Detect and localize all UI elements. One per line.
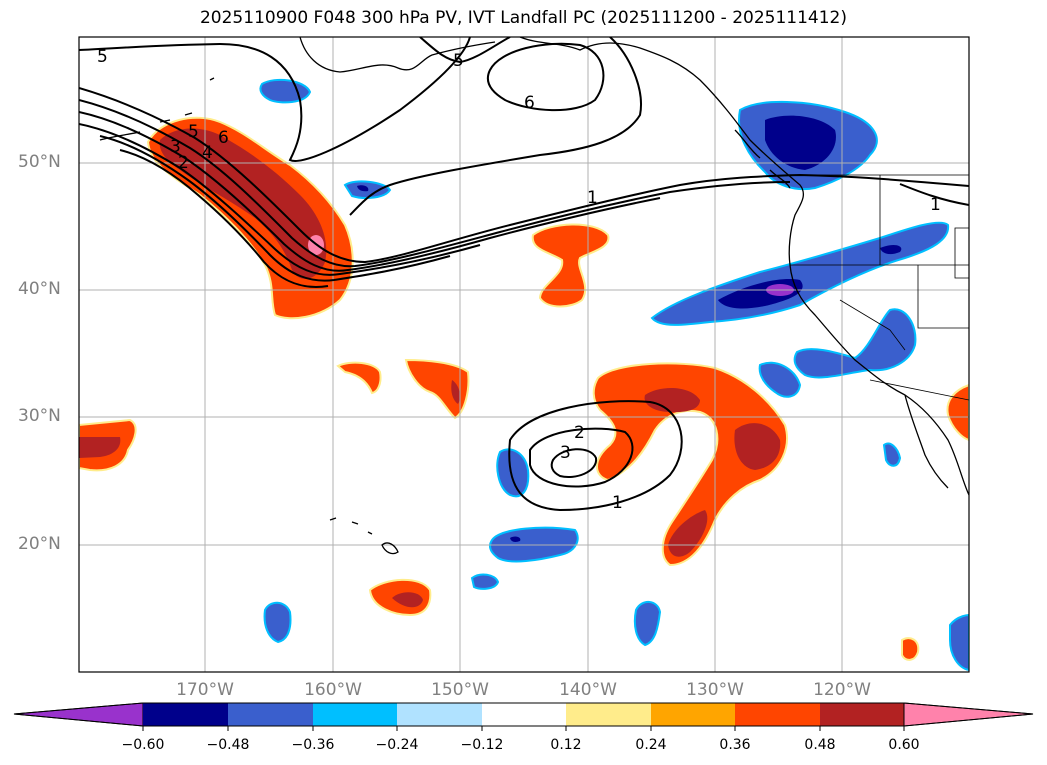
colorbar-segment <box>482 703 566 726</box>
lon-label-140w: 140°W <box>559 680 617 700</box>
colorbar-tick-label: 0.12 <box>550 737 582 753</box>
colorbar <box>13 702 1034 731</box>
colorbar-segment <box>143 703 228 726</box>
contour-5-north <box>349 37 642 216</box>
contour-4-arc <box>79 123 481 276</box>
map-panel: 5 5 6 1 1 3 2 5 4 6 2 3 1 <box>79 37 969 672</box>
south-tail-anomaly <box>633 601 662 647</box>
hawaii-east-core <box>510 536 521 542</box>
lat-label-30n: 30°N <box>18 406 61 426</box>
lat-label-50n: 50°N <box>18 152 61 172</box>
lon-label-130w: 130°W <box>686 680 744 700</box>
ca-small-anomaly <box>758 361 802 398</box>
cyclone-hook-core-b <box>734 423 781 470</box>
contour-2-arc <box>79 99 791 268</box>
colorbar-segment <box>566 703 651 726</box>
ca-band-core-2 <box>880 245 902 255</box>
lon-label-170w: 170°W <box>176 680 234 700</box>
colorbar-segment <box>735 703 820 726</box>
contour-label-cyclone-3: 3 <box>560 443 571 463</box>
west-edge-core <box>79 437 121 458</box>
colorbar-tick-label: −0.36 <box>291 737 335 753</box>
lat-label-20n: 20°N <box>18 534 61 554</box>
small-patch-b <box>404 358 470 420</box>
contour-5-outer <box>79 37 471 162</box>
hawaii <box>329 517 399 555</box>
contour-label-cyclone-2: 2 <box>574 423 585 443</box>
contour-label-5-band: 5 <box>188 122 199 142</box>
mexico-west-anomaly <box>882 442 902 467</box>
colorbar-over-arrow <box>903 702 1034 727</box>
colorbar-tick-label: 0.36 <box>719 737 751 753</box>
contour-labels: 5 5 6 1 1 3 2 5 4 6 2 3 1 <box>97 47 941 513</box>
gulf-alaska-anomaly <box>259 78 312 104</box>
contour-label-5-north: 5 <box>453 51 464 71</box>
coast-east-anomaly <box>946 383 969 442</box>
contour-label-6: 6 <box>524 93 535 113</box>
south-patch-core <box>392 592 423 608</box>
ca-band-anomaly <box>650 221 950 326</box>
cyclone-contour-2 <box>529 427 634 488</box>
contour-label-6-band: 6 <box>218 128 229 148</box>
map-title: 2025110900 F048 300 hPa PV, IVT Landfall… <box>199 8 847 28</box>
contour-label-1-mid: 1 <box>587 188 598 208</box>
colorbar-segment <box>651 703 735 726</box>
contour-5-arc <box>99 135 451 282</box>
small-patch-b-core <box>451 380 460 404</box>
south-small-anomaly <box>470 573 500 590</box>
contour-3-arc <box>79 111 661 272</box>
contour-1-east <box>899 183 969 206</box>
contour-6-north <box>486 42 605 112</box>
baja-coast <box>904 394 949 489</box>
map-frame <box>78 36 970 673</box>
contour-label-4-band: 4 <box>202 143 213 163</box>
nw-canada-core <box>765 115 836 170</box>
cyclone-contour-1 <box>508 400 683 512</box>
contour-label-3: 3 <box>170 137 181 157</box>
sw-tail-anomaly <box>263 601 292 644</box>
mexico-anomaly <box>901 637 920 661</box>
contour-label-5-west: 5 <box>97 47 108 67</box>
pv-contours <box>79 37 969 512</box>
cyclone-west-anomaly <box>496 448 530 498</box>
lat-label-40n: 40°N <box>18 279 61 299</box>
central-north-anomaly <box>531 223 610 308</box>
contour-label-1-east: 1 <box>930 195 941 215</box>
contour-1-arc <box>79 87 969 264</box>
sw-us-anomaly <box>793 308 917 379</box>
lon-label-120w: 120°W <box>813 680 871 700</box>
colorbar-segment <box>313 703 397 726</box>
cyclone-hook-anomaly <box>592 362 788 567</box>
colorbar-segment <box>228 703 313 726</box>
contour-label-2: 2 <box>178 153 189 173</box>
colorbar-tick-label: 0.60 <box>888 737 920 753</box>
bc-islands <box>734 129 791 189</box>
cyclone-contour-3 <box>550 448 598 478</box>
colorbar-tick-label: 0.48 <box>804 737 836 753</box>
colorbar-tick-label: −0.60 <box>121 737 165 753</box>
colorbar-segment <box>397 703 482 726</box>
colorbar-tick-label: −0.12 <box>460 737 504 753</box>
contour-label-cyclone-1: 1 <box>612 493 623 513</box>
alaska-coast <box>299 37 969 496</box>
colorbar-segment <box>820 703 904 726</box>
state-borders <box>790 264 969 401</box>
cyclone-hook-core-a <box>644 388 700 413</box>
contour-6-arc <box>119 149 329 288</box>
colorbar-tick-label: −0.24 <box>375 737 419 753</box>
colorbar-tick-label: 0.24 <box>635 737 667 753</box>
gridlines <box>79 37 969 672</box>
colorbar-under-arrow <box>13 702 144 727</box>
pac-small-core <box>357 185 369 192</box>
lon-label-160w: 160°W <box>304 680 362 700</box>
small-patch-a <box>336 361 382 395</box>
se-corner-anomaly <box>949 613 969 672</box>
lon-label-150w: 150°W <box>431 680 489 700</box>
colorbar-tick-label: −0.48 <box>206 737 250 753</box>
